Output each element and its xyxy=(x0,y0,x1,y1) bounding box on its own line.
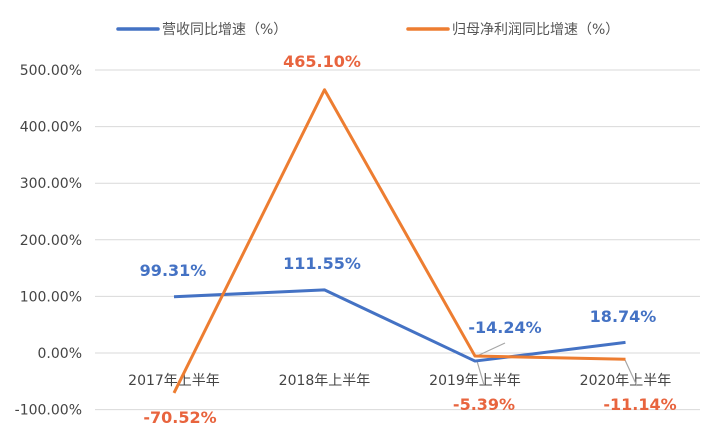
y-tick-label: 300.00% xyxy=(20,176,82,192)
legend-label: 营收同比增速（%） xyxy=(162,22,287,38)
y-tick-label: 200.00% xyxy=(20,233,82,249)
x-tick-label: 2017年上半年 xyxy=(128,373,220,389)
x-tick-label: 2018年上半年 xyxy=(279,373,371,389)
data-label: -5.39% xyxy=(453,395,515,414)
y-tick-label: 0.00% xyxy=(38,346,82,362)
series-line-2 xyxy=(172,88,626,394)
data-label: 111.55% xyxy=(283,254,361,273)
data-label: -11.14% xyxy=(603,395,676,414)
x-tick-label: 2020年上半年 xyxy=(580,373,672,389)
data-label: 465.10% xyxy=(283,52,361,71)
series-line-1 xyxy=(173,288,626,363)
y-tick-label: 500.00% xyxy=(20,63,82,79)
leader-line xyxy=(476,342,506,357)
y-tick-label: -100.00% xyxy=(15,403,82,419)
data-label: -14.24% xyxy=(468,318,541,337)
data-label: 18.74% xyxy=(590,307,657,326)
legend-label: 归母净利润同比增速（%） xyxy=(452,21,619,38)
y-tick-label: 100.00% xyxy=(20,289,82,305)
y-tick-label: 400.00% xyxy=(20,120,82,136)
x-tick-label: 2019年上半年 xyxy=(429,373,521,389)
data-label: -70.52% xyxy=(143,408,216,427)
leader-line xyxy=(476,360,485,386)
data-label: 99.31% xyxy=(140,261,207,280)
leader-line xyxy=(624,359,638,387)
